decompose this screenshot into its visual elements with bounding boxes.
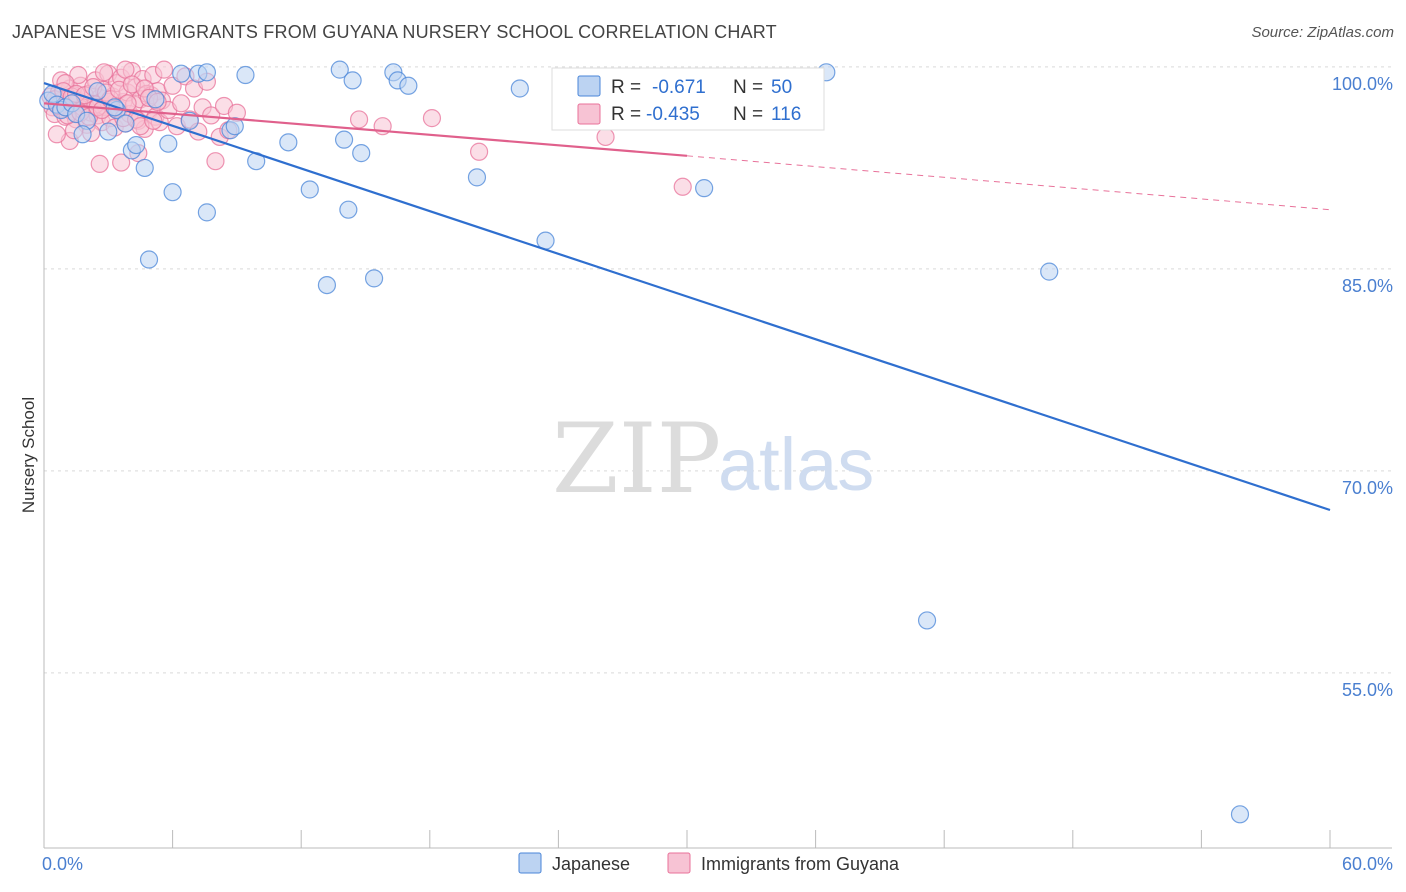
legend-r-label-guyana: R = — [611, 104, 641, 125]
legend-n-value-guyana: 116 — [771, 104, 801, 125]
trend-line-guyana — [43, 102, 688, 157]
point-japanese-33 — [343, 71, 362, 90]
series-legend: Japanese Immigrants from Guyana — [518, 852, 900, 874]
point-japanese-21 — [197, 203, 216, 222]
watermark-atlas: atlas — [718, 423, 874, 506]
legend-n-value-japanese: 50 — [771, 77, 792, 98]
point-guyana-72 — [90, 154, 109, 173]
point-guyana-86 — [47, 125, 66, 144]
y-tick-labels: 100.0% 85.0% 70.0% 55.0% — [1332, 74, 1393, 700]
y-tick-label-3: 55.0% — [1342, 680, 1393, 700]
point-japanese-11 — [116, 114, 135, 133]
legend-swatch-guyana — [577, 103, 601, 125]
point-japanese-29 — [317, 275, 337, 295]
point-guyana-83 — [469, 142, 489, 161]
chart-title: JAPANESE VS IMMIGRANTS FROM GUYANA NURSE… — [12, 22, 777, 42]
point-japanese-27 — [279, 133, 298, 152]
axes — [43, 68, 1392, 849]
legend-swatch-japanese — [577, 75, 601, 97]
point-japanese-24 — [225, 117, 244, 136]
point-japanese-34 — [352, 144, 371, 163]
series-legend-label-guyana: Immigrants from Guyana — [701, 854, 900, 874]
series-legend-swatch-japanese — [518, 852, 542, 874]
point-japanese-17 — [163, 183, 182, 202]
point-japanese-14 — [135, 158, 154, 178]
point-guyana-80 — [349, 110, 369, 129]
y-tick-label-2: 70.0% — [1342, 478, 1393, 498]
point-japanese-15 — [146, 90, 165, 109]
x-tick-labels: 0.0% 60.0% — [42, 854, 1393, 874]
point-guyana-57 — [172, 94, 191, 113]
legend-n-label-guyana: N = — [733, 104, 763, 125]
point-guyana-65 — [206, 152, 225, 171]
point-japanese-16 — [159, 134, 178, 153]
watermark-zip: ZIP — [552, 403, 721, 515]
point-japanese-13 — [127, 135, 146, 155]
x-tick-label-1: 60.0% — [1342, 854, 1393, 874]
legend-r-value-japanese: -0.671 — [652, 77, 706, 98]
point-japanese-45 — [1040, 262, 1059, 281]
data-points — [39, 60, 1250, 824]
point-japanese-31 — [334, 130, 354, 149]
trend-line-japanese — [43, 82, 1331, 512]
point-japanese-35 — [364, 269, 384, 288]
legend-r-value-guyana: -0.435 — [646, 104, 700, 125]
y-axis-label: Nursery School — [19, 397, 38, 513]
point-guyana-53 — [154, 60, 174, 79]
point-japanese-30 — [330, 60, 349, 79]
point-japanese-8 — [88, 82, 107, 101]
gridlines — [44, 66, 1392, 674]
legend-n-label-japanese: N = — [733, 77, 763, 98]
trend-lines — [43, 82, 1331, 512]
point-japanese-42 — [695, 179, 714, 198]
series-legend-swatch-guyana — [667, 852, 691, 874]
legend: R = -0.671 N = 50 R = -0.435 N = 116 — [551, 67, 825, 131]
point-japanese-47 — [139, 250, 159, 269]
point-guyana-82 — [422, 109, 442, 128]
point-japanese-28 — [300, 180, 319, 199]
point-japanese-22 — [197, 63, 216, 82]
source-credit: Source: ZipAtlas.com — [1251, 24, 1394, 41]
point-guyana-73 — [112, 153, 131, 172]
series-legend-label-japanese: Japanese — [552, 854, 630, 874]
point-guyana-85 — [673, 177, 692, 196]
point-japanese-40 — [510, 79, 529, 98]
point-japanese-39 — [467, 168, 487, 187]
point-japanese-18 — [172, 64, 191, 83]
point-guyana-84 — [596, 127, 615, 147]
point-japanese-32 — [339, 200, 358, 219]
legend-r-label-japanese: R = — [611, 77, 641, 98]
y-tick-label-1: 85.0% — [1342, 276, 1393, 296]
point-japanese-38 — [399, 76, 418, 95]
point-japanese-44 — [917, 611, 937, 630]
point-japanese-49 — [73, 125, 92, 144]
x-tick-label-0: 0.0% — [42, 854, 83, 874]
y-tick-label-0: 100.0% — [1332, 74, 1393, 94]
watermark: ZIP atlas — [552, 403, 874, 515]
point-japanese-25 — [236, 65, 255, 85]
point-guyana-77 — [69, 65, 88, 85]
point-japanese-9 — [99, 122, 118, 141]
point-japanese-46 — [1230, 805, 1250, 824]
trend-line-guyana-extension — [686, 155, 1331, 211]
point-guyana-78 — [94, 63, 114, 82]
